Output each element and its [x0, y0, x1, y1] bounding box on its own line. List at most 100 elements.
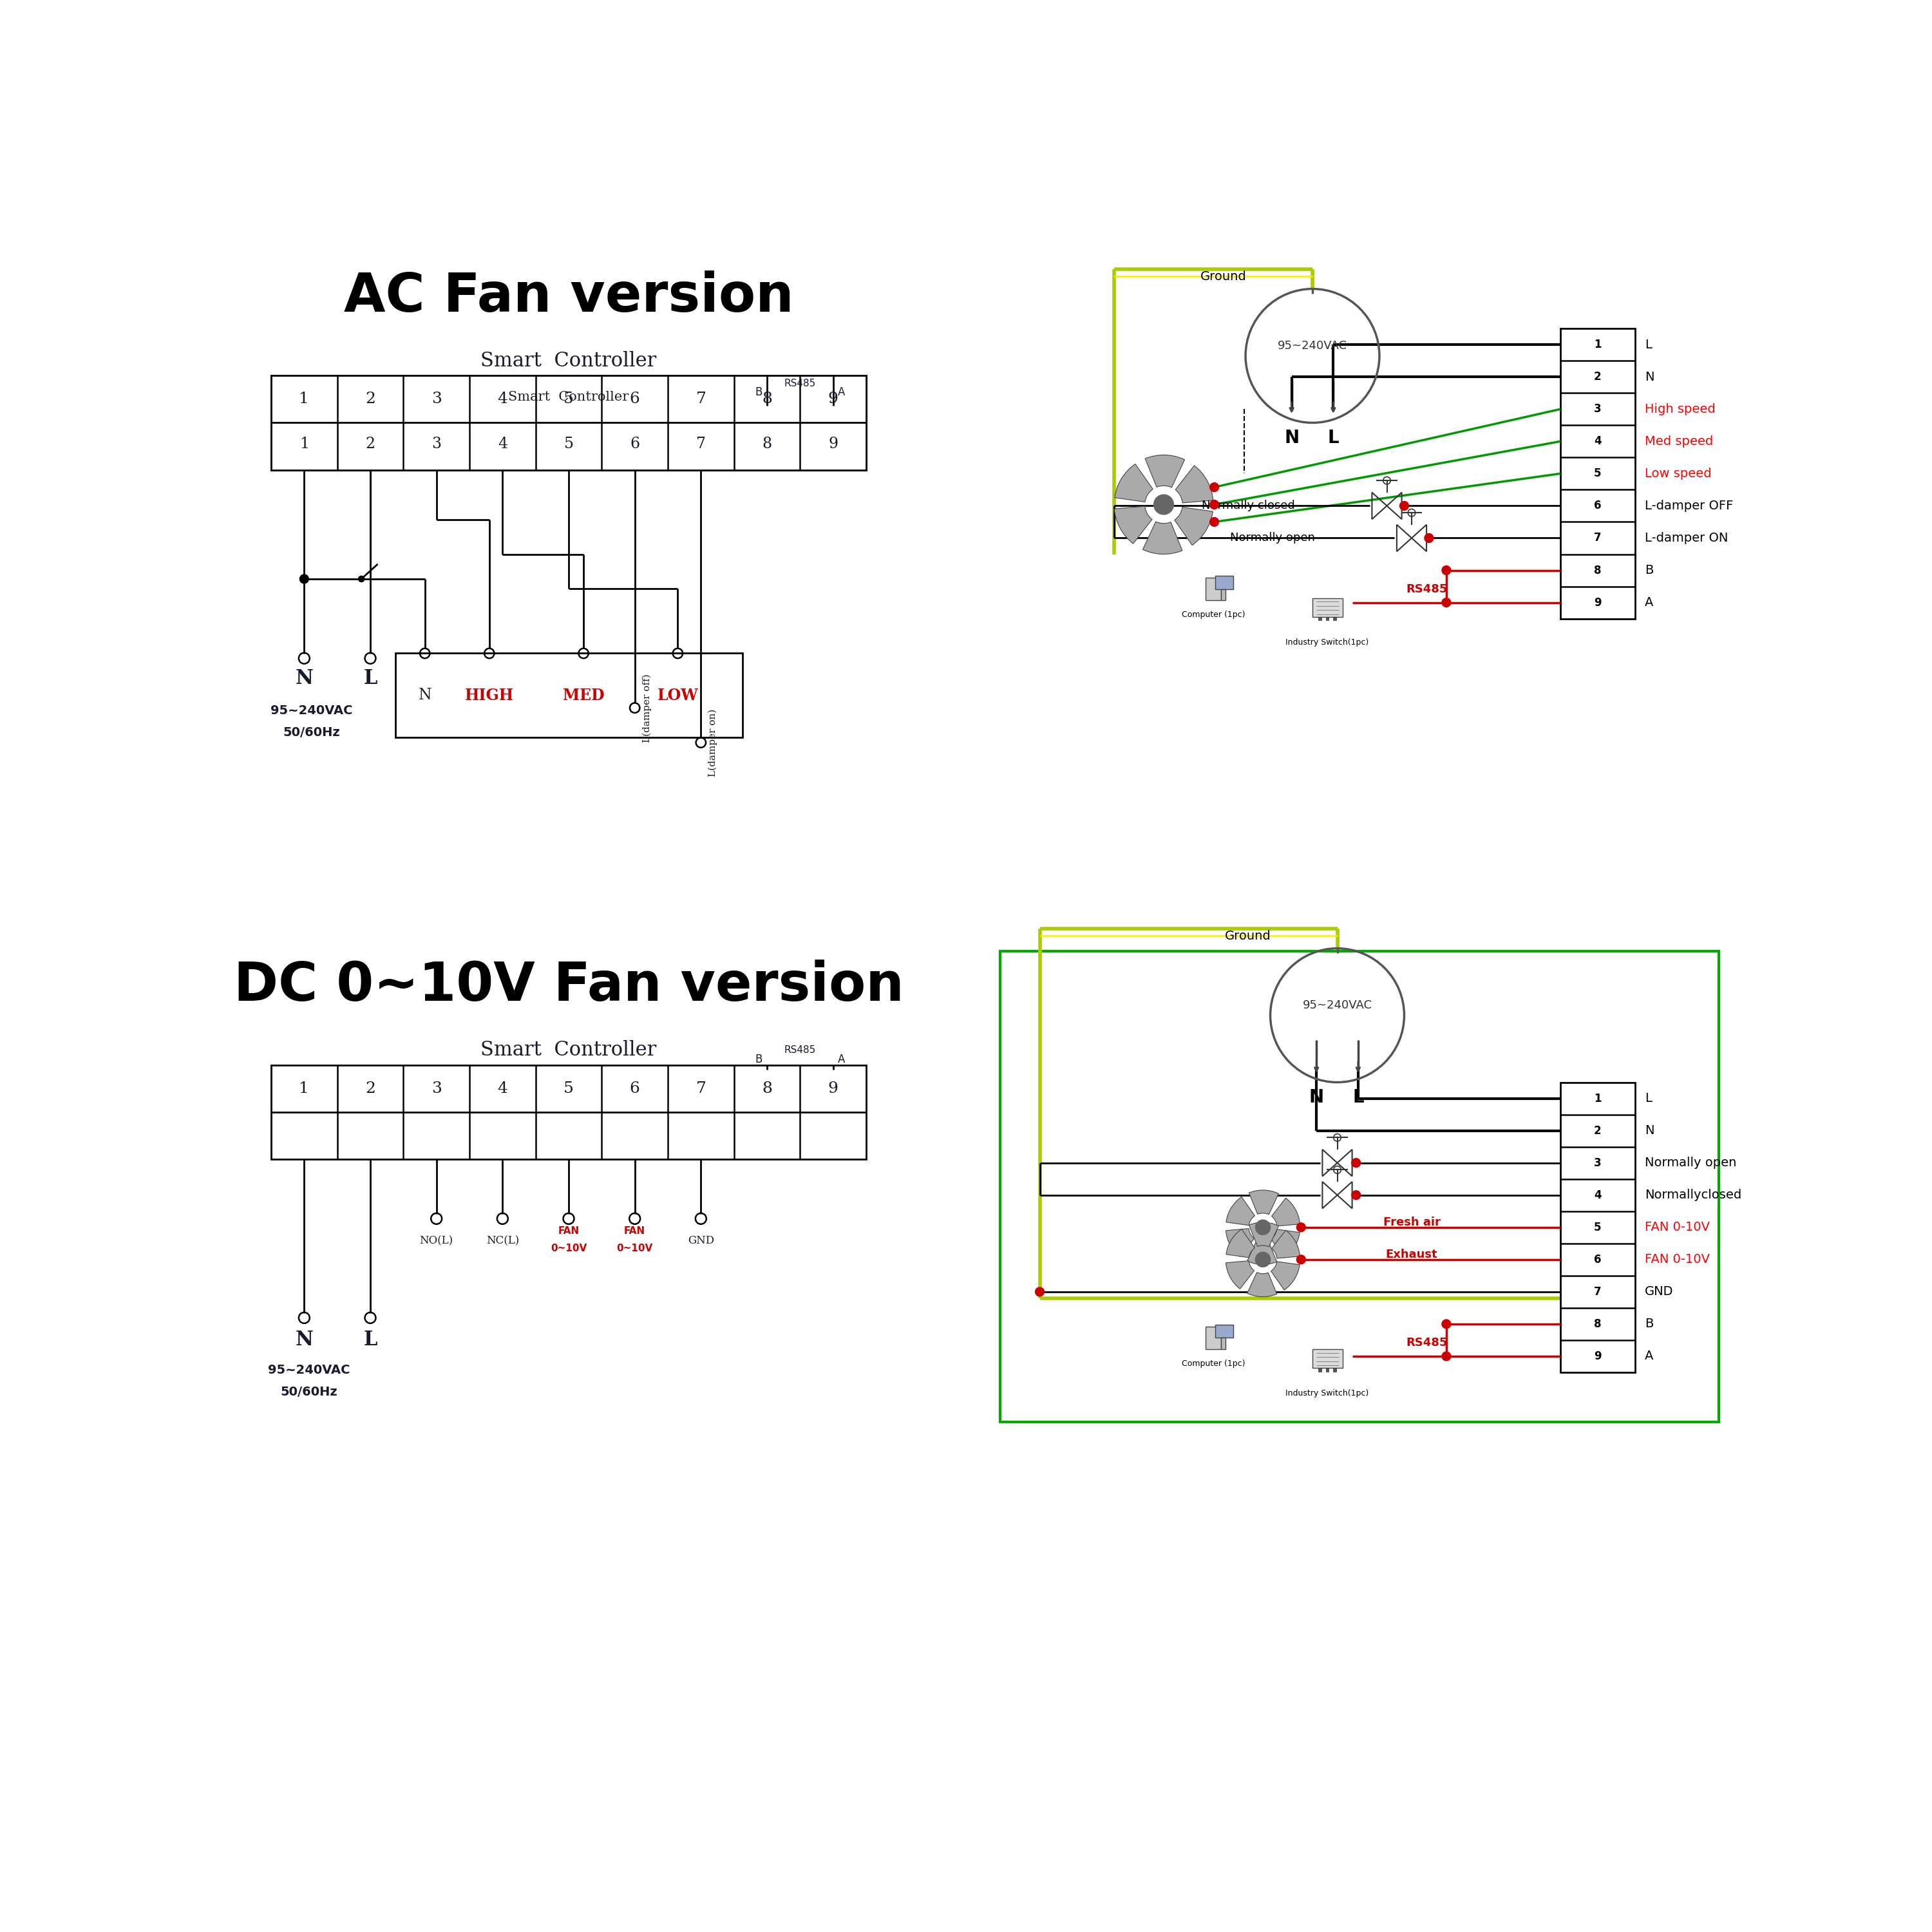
Text: 5: 5: [564, 392, 574, 406]
Text: L: L: [1644, 338, 1652, 352]
Text: B: B: [1644, 1318, 1654, 1329]
Wedge shape: [1227, 1196, 1254, 1225]
Wedge shape: [1271, 1262, 1300, 1291]
Text: Normallyclosed: Normallyclosed: [1644, 1188, 1741, 1202]
Bar: [1215, 1325, 1233, 1337]
Text: GND: GND: [688, 1235, 715, 1246]
Circle shape: [1256, 1252, 1271, 1267]
Text: FAN: FAN: [558, 1227, 580, 1236]
Text: 3: 3: [1594, 404, 1602, 415]
Text: Normally open: Normally open: [1231, 531, 1316, 543]
Wedge shape: [1248, 1273, 1277, 1296]
Text: 95~240VAC: 95~240VAC: [1302, 999, 1372, 1010]
Text: A: A: [838, 1053, 846, 1065]
Text: B: B: [755, 386, 761, 398]
Text: 4: 4: [498, 437, 508, 452]
Text: RS485: RS485: [784, 1045, 815, 1055]
Text: 1: 1: [299, 1082, 309, 1095]
Text: 7: 7: [696, 392, 705, 406]
Circle shape: [1209, 500, 1219, 508]
Text: 0~10V: 0~10V: [616, 1244, 653, 1254]
Text: RS485: RS485: [784, 379, 815, 388]
Text: MED: MED: [562, 688, 605, 703]
Text: GND: GND: [1644, 1285, 1673, 1298]
Bar: [1001, 951, 1719, 1422]
Text: 6: 6: [630, 437, 639, 452]
Bar: [270, 375, 866, 469]
Wedge shape: [1271, 1198, 1300, 1227]
Text: HIGH: HIGH: [466, 688, 514, 703]
Text: 3: 3: [431, 392, 442, 406]
Text: 2: 2: [365, 392, 375, 406]
Wedge shape: [1175, 466, 1213, 502]
Text: 6: 6: [630, 1082, 639, 1095]
Wedge shape: [1175, 508, 1213, 545]
Bar: [1206, 578, 1221, 601]
Text: L(damper off): L(damper off): [641, 674, 651, 742]
Text: DC 0~10V Fan version: DC 0~10V Fan version: [234, 960, 904, 1012]
Text: 6: 6: [630, 392, 639, 406]
Text: 9: 9: [829, 392, 838, 406]
Bar: [1312, 599, 1343, 616]
Wedge shape: [1142, 522, 1182, 554]
Text: 7: 7: [696, 437, 705, 452]
Text: 2: 2: [1594, 1124, 1602, 1136]
Text: 8: 8: [761, 392, 773, 406]
Text: 7: 7: [696, 1082, 705, 1095]
Text: L: L: [363, 668, 377, 688]
Text: 1: 1: [1594, 338, 1602, 350]
Text: 8: 8: [761, 437, 773, 452]
Wedge shape: [1115, 464, 1153, 502]
Text: Med speed: Med speed: [1644, 435, 1714, 448]
Text: 95~240VAC: 95~240VAC: [1277, 340, 1347, 352]
Text: N: N: [1285, 429, 1298, 446]
Text: 95~240VAC: 95~240VAC: [269, 1364, 350, 1376]
Bar: [1333, 616, 1337, 620]
Circle shape: [299, 574, 309, 583]
Text: AC Fan version: AC Fan version: [344, 270, 794, 323]
Text: N: N: [1644, 1124, 1654, 1136]
Text: 5: 5: [1594, 468, 1602, 479]
Circle shape: [1352, 1159, 1360, 1167]
Bar: [1561, 1082, 1634, 1372]
Bar: [1318, 616, 1321, 620]
Text: Computer (1pc): Computer (1pc): [1182, 611, 1244, 618]
Text: 8: 8: [761, 1082, 773, 1095]
Text: Fresh air: Fresh air: [1383, 1217, 1439, 1229]
Wedge shape: [1248, 1240, 1277, 1265]
Text: 2: 2: [1594, 371, 1602, 383]
Circle shape: [1441, 566, 1451, 574]
Text: L(damper on): L(damper on): [709, 709, 717, 777]
Bar: [1221, 1337, 1225, 1349]
Circle shape: [1441, 599, 1451, 607]
Text: 8: 8: [1594, 564, 1602, 576]
Text: 5: 5: [564, 437, 574, 452]
Bar: [1318, 1368, 1321, 1372]
Text: Industry Switch(1pc): Industry Switch(1pc): [1285, 638, 1370, 647]
Text: FAN 0-10V: FAN 0-10V: [1644, 1221, 1710, 1233]
Text: NC(L): NC(L): [487, 1235, 520, 1246]
Circle shape: [1036, 1287, 1043, 1296]
Text: NO(L): NO(L): [419, 1235, 454, 1246]
Wedge shape: [1227, 1229, 1254, 1258]
Text: 8: 8: [1594, 1318, 1602, 1329]
Text: Smart  Controller: Smart Controller: [481, 352, 657, 371]
Circle shape: [1296, 1223, 1306, 1233]
Bar: [1221, 589, 1225, 601]
Wedge shape: [1146, 456, 1184, 487]
Wedge shape: [1248, 1223, 1279, 1246]
Text: 3: 3: [431, 1082, 442, 1095]
Wedge shape: [1225, 1262, 1254, 1289]
Text: N: N: [296, 668, 313, 688]
Circle shape: [1209, 483, 1219, 491]
Text: A: A: [1644, 597, 1654, 609]
Circle shape: [1352, 1190, 1360, 1200]
Text: 1: 1: [1594, 1094, 1602, 1105]
Text: Ground: Ground: [1225, 929, 1271, 943]
Text: N: N: [296, 1329, 313, 1350]
Text: LOW: LOW: [657, 688, 697, 703]
Text: 2: 2: [365, 437, 375, 452]
Bar: [1561, 328, 1634, 618]
Wedge shape: [1225, 1229, 1254, 1256]
Text: Exhaust: Exhaust: [1385, 1248, 1437, 1260]
